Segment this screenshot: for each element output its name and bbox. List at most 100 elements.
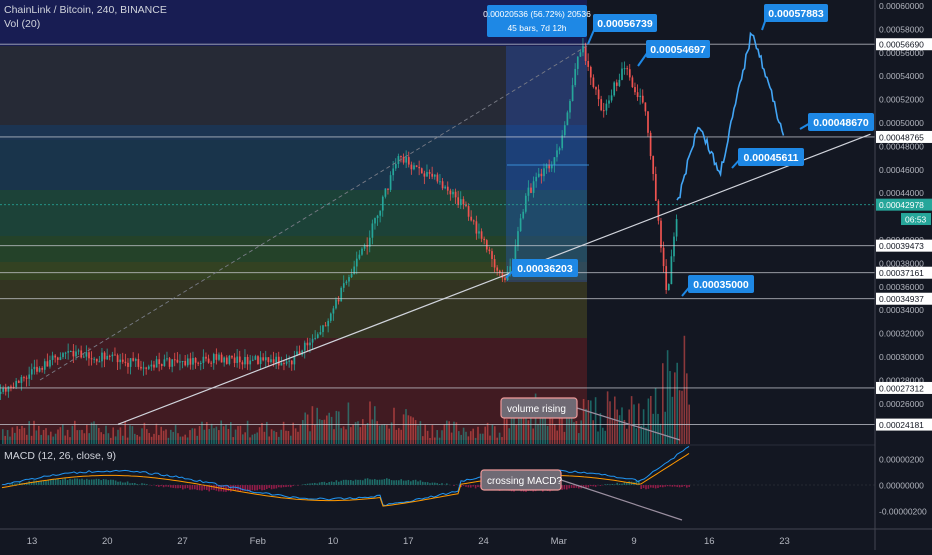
volume-bar xyxy=(96,425,98,444)
candle-body xyxy=(585,46,587,61)
macd-histogram-bar xyxy=(412,480,414,485)
candle-body xyxy=(629,69,631,77)
candle-body xyxy=(265,357,267,360)
volume-bar xyxy=(211,424,213,444)
candle-body xyxy=(31,369,33,374)
candle-body xyxy=(268,357,270,362)
note-text: volume rising xyxy=(507,404,566,415)
macd-histogram-bar xyxy=(100,480,102,485)
volume-bar xyxy=(192,428,194,444)
callout-text: 0.00036203 xyxy=(517,263,573,275)
fib-band xyxy=(0,140,587,190)
volume-bar xyxy=(590,401,592,444)
candle-body xyxy=(247,357,249,364)
callout-text: 0.00035000 xyxy=(693,279,749,291)
candle-body xyxy=(221,355,223,363)
macd-histogram-bar xyxy=(343,480,345,485)
macd-histogram-bar xyxy=(468,485,470,487)
volume-bar xyxy=(254,434,256,444)
candle-body xyxy=(317,334,319,338)
volume-bar xyxy=(506,419,508,444)
candle-body xyxy=(314,338,316,339)
candle-body xyxy=(203,357,205,363)
volume-bar xyxy=(276,432,278,444)
macd-tick-label: -0.00000200 xyxy=(879,507,927,517)
candle-body xyxy=(418,167,420,168)
candle-body xyxy=(346,282,348,284)
candle-body xyxy=(598,89,600,99)
candle-body xyxy=(166,358,168,359)
macd-histogram-bar xyxy=(139,484,141,485)
volume-bar xyxy=(559,418,561,444)
candle-body xyxy=(244,357,246,364)
candle-body xyxy=(603,110,605,111)
macd-histogram-bar xyxy=(595,485,597,487)
candle-body xyxy=(117,355,119,362)
macd-histogram-bar xyxy=(367,478,369,485)
candle-body xyxy=(528,188,530,196)
macd-histogram-bar xyxy=(566,485,568,489)
volume-bar xyxy=(117,430,119,444)
candle-body xyxy=(26,378,28,379)
candle-body xyxy=(127,363,129,367)
measure-box-line1: 0.00020536 (56.72%) 20536 xyxy=(483,9,591,19)
volume-bar xyxy=(216,427,218,444)
candle-body xyxy=(275,357,277,363)
volume-bar xyxy=(350,427,352,444)
price-badge-text: 0.00027312 xyxy=(879,383,924,393)
candle-body xyxy=(382,197,384,211)
volume-bar xyxy=(333,429,335,444)
candle-body xyxy=(468,206,470,217)
candle-body xyxy=(36,367,38,372)
volume-bar xyxy=(343,426,345,444)
candle-body xyxy=(281,363,283,365)
candle-body xyxy=(278,357,280,366)
volume-bar xyxy=(487,423,489,444)
candle-body xyxy=(34,367,36,369)
volume-bar xyxy=(391,422,393,444)
candle-body xyxy=(330,314,332,321)
volume-bar xyxy=(2,429,4,444)
candle-body xyxy=(476,221,478,233)
macd-histogram-bar xyxy=(324,482,326,485)
date-tick-label: 9 xyxy=(631,536,636,547)
volume-bar xyxy=(84,433,86,444)
volume-bar xyxy=(213,428,215,444)
volume-bar xyxy=(184,435,186,444)
candle-body xyxy=(322,325,324,332)
macd-histogram-bar xyxy=(177,485,179,488)
candle-body xyxy=(335,300,337,309)
candle-body xyxy=(595,87,597,89)
candle-body xyxy=(343,283,345,288)
macd-histogram-bar xyxy=(338,482,340,485)
macd-histogram-bar xyxy=(196,485,198,490)
volume-bar xyxy=(436,430,438,444)
candle-body xyxy=(177,360,179,363)
candle-body xyxy=(486,240,488,249)
macd-histogram-bar xyxy=(386,478,388,485)
candle-body xyxy=(10,387,12,388)
candle-body xyxy=(195,358,197,363)
macd-histogram-bar xyxy=(249,485,251,491)
volume-bar xyxy=(268,436,270,444)
macd-histogram-bar xyxy=(168,485,170,487)
candle-body xyxy=(450,191,452,195)
volume-bar xyxy=(374,406,376,444)
volume-bar xyxy=(81,430,83,444)
volume-bar xyxy=(405,409,407,444)
candle-body xyxy=(577,57,579,69)
callout-low-2: 0.00045611 xyxy=(732,148,804,168)
callout-retest: 0.00048670 xyxy=(800,113,874,131)
candle-body xyxy=(291,361,293,365)
candle-body xyxy=(491,251,493,259)
candle-body xyxy=(270,359,272,362)
volume-bar xyxy=(403,414,405,444)
volume-bar xyxy=(532,428,534,444)
candle-body xyxy=(572,85,574,101)
macd-histogram-bar xyxy=(252,485,254,490)
volume-bar xyxy=(338,411,340,444)
volume-bar xyxy=(288,431,290,444)
candle-body xyxy=(496,268,498,271)
volume-bar xyxy=(424,424,426,444)
